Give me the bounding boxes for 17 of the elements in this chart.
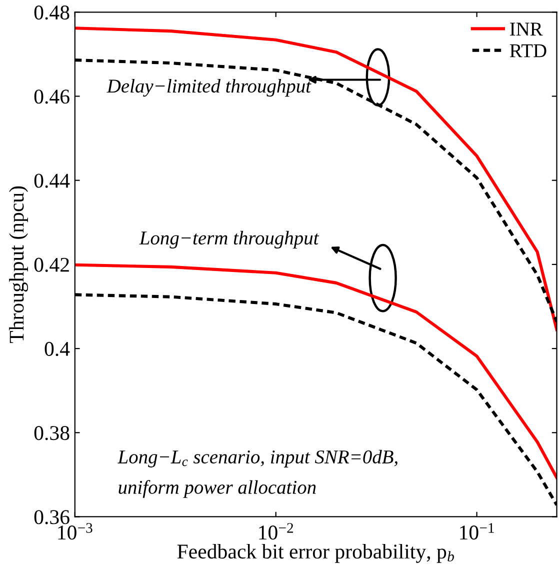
- y-tick-label: 0.42: [34, 258, 69, 272]
- legend-label: RTD: [510, 44, 546, 58]
- annotation: Delay−limited throughput: [106, 78, 312, 97]
- y-tick-label: 0.46: [34, 90, 70, 104]
- y-tick-label: 0.48: [34, 6, 70, 20]
- annotation: Long−L$_{c}$ scenario, input SNR=0dB, uniform power allocation: [118, 450, 398, 498]
- legend-label: INR: [510, 22, 543, 36]
- y-tick-label: 0.44: [34, 174, 70, 188]
- y-tick-label: 0.4: [44, 342, 70, 356]
- y-tick-label: 0.38: [34, 426, 70, 440]
- x-axis-title: Feedback bit error probability, p$_{b}$: [177, 544, 454, 563]
- x-tick-label: 10$^{−1}$: [460, 523, 494, 540]
- x-tick-label: 10$^{−2}$: [259, 523, 294, 540]
- y-axis-title: Throughput (npcu): [9, 186, 28, 344]
- x-tick-label: 10$^{−3}$: [58, 523, 92, 540]
- annotation: Long−term throughput: [139, 230, 320, 249]
- y-tick-label: 0.36: [34, 510, 70, 524]
